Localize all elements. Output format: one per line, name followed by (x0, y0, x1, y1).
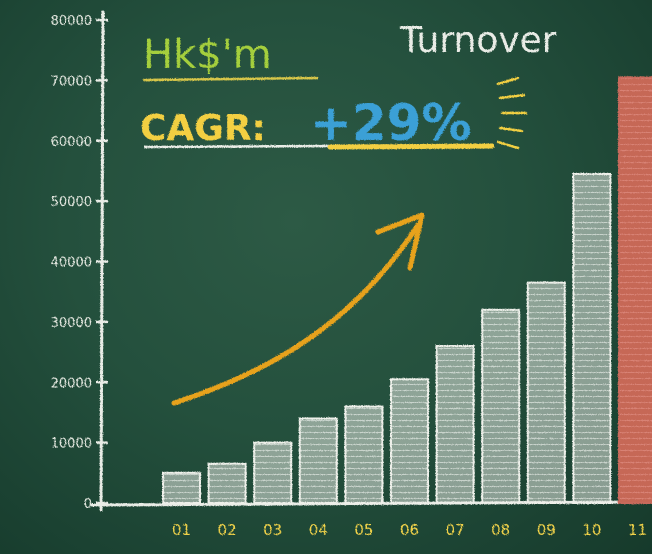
x-tick-label: 09 (537, 521, 556, 539)
x-tick-label: 06 (400, 521, 419, 539)
y-tick-label: 70000 (51, 74, 92, 89)
unit-label: Hk$'m (143, 32, 272, 78)
y-tick-label: 10000 (51, 437, 92, 452)
growth-arrow-head (375, 212, 425, 271)
y-ticks: 0 10000 20000 30000 40000 50000 60000 70000 8000… (51, 14, 108, 512)
cagr-underline (143, 144, 331, 149)
x-tick-label: 07 (446, 521, 465, 539)
bar (344, 405, 384, 504)
metric-label: Turnover (399, 20, 557, 61)
x-tick-label: 10 (582, 521, 601, 539)
bars (162, 76, 652, 505)
y-tick-label: 50000 (51, 195, 92, 210)
emphasis-strokes (496, 76, 528, 150)
bar (207, 462, 247, 505)
x-tick-label: 05 (354, 521, 373, 539)
bar (435, 345, 475, 504)
cagr-value-underline (327, 143, 495, 150)
bar (162, 471, 201, 504)
y-tick-label: 80000 (51, 14, 92, 29)
x-tick-label: 04 (309, 521, 328, 539)
x-tick-labels: 01 02 03 04 05 06 07 08 09 10 11 (172, 521, 647, 539)
y-tick-label: 20000 (51, 376, 92, 391)
y-tick-label: 60000 (51, 135, 92, 150)
x-tick-label: 11 (628, 521, 647, 539)
x-tick-label: 08 (491, 521, 510, 539)
unit-underline (142, 76, 319, 82)
x-tick-label: 01 (172, 521, 191, 539)
y-tick-label: 30000 (51, 316, 92, 331)
cagr-value: +29% (310, 94, 472, 152)
bar (298, 417, 338, 505)
bar (390, 378, 429, 505)
bar (481, 308, 521, 504)
x-tick-label: 02 (218, 521, 237, 539)
bar (253, 441, 293, 504)
x-tick-label: 03 (263, 521, 282, 539)
y-tick-label: 40000 (51, 256, 92, 271)
y-tick-label: 0 (84, 497, 92, 512)
bar (526, 281, 566, 504)
bar-highlight (618, 76, 652, 504)
cagr-prefix: CAGR: (140, 108, 266, 149)
bar (572, 172, 612, 505)
growth-arrow (171, 222, 421, 406)
